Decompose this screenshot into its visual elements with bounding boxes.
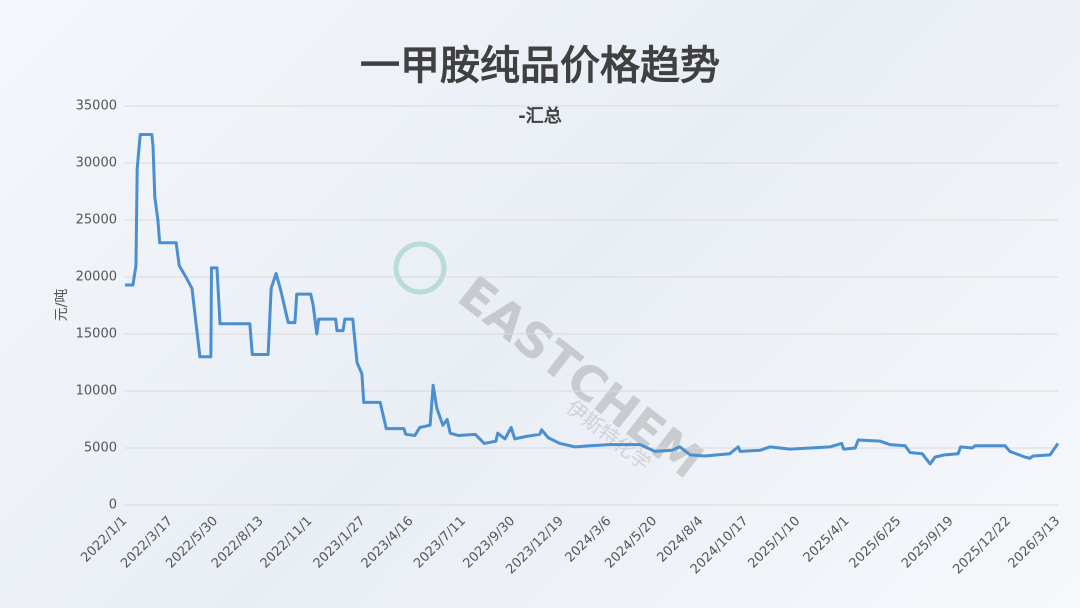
x-tick-label: 2023/7/11	[411, 514, 469, 572]
y-tick-label: 25000	[76, 213, 117, 228]
y-tick-label: 15000	[76, 327, 117, 342]
x-tick-label: 2025/12/22	[950, 514, 1014, 578]
watermark-logo	[393, 241, 447, 295]
x-tick-label: 2023/4/16	[359, 514, 417, 572]
chart-title: 一甲胺纯品价格趋势	[360, 43, 720, 89]
x-tick-label: 2025/9/19	[899, 514, 957, 572]
watermark: EASTCHEM 伊斯特化学	[393, 241, 714, 490]
chart-subtitle: -汇总	[518, 105, 561, 127]
x-tick-label: 2025/1/10	[746, 514, 804, 572]
y-tick-label: 5000	[84, 441, 117, 456]
x-tick-label: 2025/6/25	[847, 514, 905, 572]
y-tick-label: 20000	[76, 270, 117, 285]
data-line	[125, 133, 1060, 466]
y-tick-label: 30000	[76, 156, 117, 171]
watermark-text: EASTCHEM	[448, 265, 714, 490]
x-tick-label: 2025/4/1	[801, 514, 853, 566]
y-tick-label: 0	[109, 498, 117, 513]
x-tick-label: 2026/3/13	[1006, 514, 1064, 572]
y-tick-label: 35000	[76, 99, 117, 114]
x-tick-label: 2022/11/1	[258, 514, 316, 572]
y-tick-label: 10000	[76, 384, 117, 399]
y-axis-label: 元/吨	[54, 289, 70, 322]
